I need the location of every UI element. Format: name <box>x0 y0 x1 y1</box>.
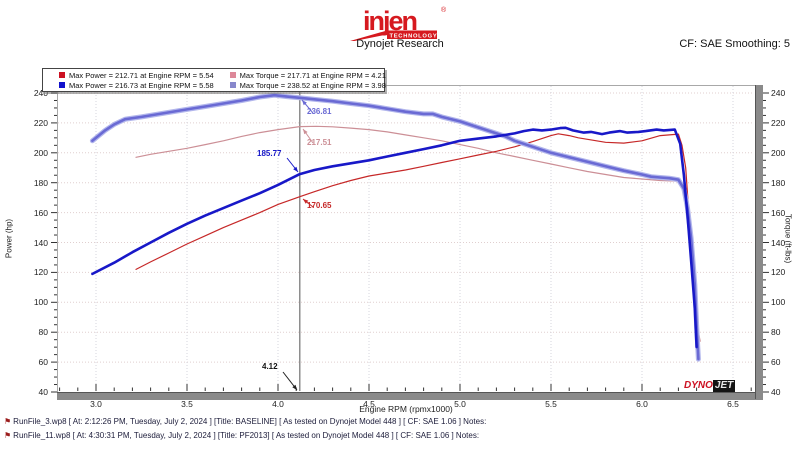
y-tick-label-right: 200 <box>771 147 786 158</box>
injen-logo: injen ® TECHNOLOGY <box>348 2 452 42</box>
x-tick-label: 6.0 <box>636 399 648 409</box>
cursor-value-power-pf2013: 185.77 <box>257 149 282 158</box>
legend-entry-torque-baseline: Max Torque = 217.71 at Engine RPM = 4.21 <box>214 71 386 80</box>
y-tick-label-left: 160 <box>33 207 48 218</box>
page-title: Dynojet Research <box>356 38 444 50</box>
power-pf2013-swatch-icon <box>59 82 65 88</box>
x-tick-label: 4.5 <box>363 399 375 409</box>
y-tick-label-left: 200 <box>33 147 48 158</box>
cursor-value-torque-baseline: 217.51 <box>307 138 332 147</box>
y-tick-label-right: 120 <box>771 267 786 278</box>
logo-swoosh <box>350 30 387 41</box>
cursor-value-power-baseline: 170.65 <box>307 201 332 210</box>
y-tick-label-left: 60 <box>38 357 48 368</box>
registered-mark: ® <box>441 6 447 14</box>
y-tick-label-left: 180 <box>33 177 48 188</box>
legend-label: Max Power = 212.71 at Engine RPM = 5.54 <box>69 70 214 80</box>
y-tick-label-left: 240 <box>33 88 48 98</box>
y-tick-label-right: 160 <box>771 207 786 218</box>
legend-label: Max Torque = 217.71 at Engine RPM = 4.21 <box>239 70 386 80</box>
y-tick-label-left: 120 <box>33 267 48 278</box>
y-tick-label-left: 80 <box>38 327 48 338</box>
dynojet-logo: DYNO JET <box>684 380 736 392</box>
injen-logo-icon: injen ® TECHNOLOGY <box>350 6 447 41</box>
y-tick-label-right: 80 <box>771 327 781 338</box>
legend-entry-power-baseline: Max Power = 212.71 at Engine RPM = 5.54 <box>43 71 214 80</box>
plot-area[interactable] <box>57 85 756 393</box>
run-file-text: RunFile_3.wp8 [ At: 2:12:26 PM, Tuesday,… <box>13 417 487 426</box>
x-axis-bar <box>57 392 763 400</box>
run-file-icon: ⚑ <box>4 431 12 440</box>
right-axis-bar <box>755 85 763 399</box>
y-tick-label-right: 40 <box>771 387 781 397</box>
x-tick-label: 5.0 <box>454 399 466 409</box>
y-tick-label-right: 100 <box>771 297 786 308</box>
y-tick-label-left: 100 <box>33 297 48 308</box>
torque-pf2013-swatch-icon <box>229 82 236 88</box>
legend-entry-power-pf2013: Max Power = 216.73 at Engine RPM = 5.58 <box>43 81 214 90</box>
x-tick-label: 3.5 <box>181 399 193 409</box>
cursor-rpm-value: 4.12 <box>262 362 278 371</box>
smoothing-setting[interactable]: CF: SAE Smoothing: 5 <box>679 38 790 50</box>
run-file-icon: ⚑ <box>4 417 12 426</box>
y-tick-label-right: 60 <box>771 357 781 368</box>
run-file-line-2[interactable]: ⚑ RunFile_11.wp8 [ At: 4:30:31 PM, Tuesda… <box>4 431 479 440</box>
run-file-line-1[interactable]: ⚑ RunFile_3.wp8 [ At: 2:12:26 PM, Tuesday… <box>4 417 486 426</box>
y-tick-label-right: 240 <box>771 88 786 98</box>
x-tick-label: 3.0 <box>90 399 102 409</box>
y-tick-label-left: 220 <box>33 117 48 128</box>
torque-baseline-swatch-icon <box>229 72 236 78</box>
y-tick-label-right: 180 <box>771 177 786 188</box>
power-baseline-swatch-icon <box>59 72 65 78</box>
x-tick-label: 6.5 <box>727 399 739 409</box>
dynojet-logo-dyno: DYNO <box>684 380 713 391</box>
y-tick-label-left: 40 <box>38 387 48 397</box>
cursor-value-torque-pf2013: 236.81 <box>307 107 332 116</box>
legend-label: Max Power = 216.73 at Engine RPM = 5.58 <box>69 80 214 90</box>
injen-sub-text: TECHNOLOGY <box>390 33 438 39</box>
dynojet-logo-jet: JET <box>712 380 736 392</box>
x-tick-label: 4.0 <box>272 399 284 409</box>
y-tick-label-left: 140 <box>33 237 48 248</box>
legend: Max Power = 212.71 at Engine RPM = 5.54 … <box>42 68 386 92</box>
x-axis-title: Engine RPM (rpmx1000) <box>359 404 453 414</box>
legend-entry-torque-pf2013: Max Torque = 238.52 at Engine RPM = 3.98 <box>214 81 386 90</box>
x-tick-label: 5.5 <box>545 399 557 409</box>
y-tick-label-right: 220 <box>771 117 786 128</box>
y-tick-label-right: 140 <box>771 237 786 248</box>
run-file-text: RunFile_11.wp8 [ At: 4:30:31 PM, Tuesday… <box>13 431 480 440</box>
logo-banner <box>387 30 437 39</box>
legend-label: Max Torque = 238.52 at Engine RPM = 3.98 <box>239 80 386 90</box>
